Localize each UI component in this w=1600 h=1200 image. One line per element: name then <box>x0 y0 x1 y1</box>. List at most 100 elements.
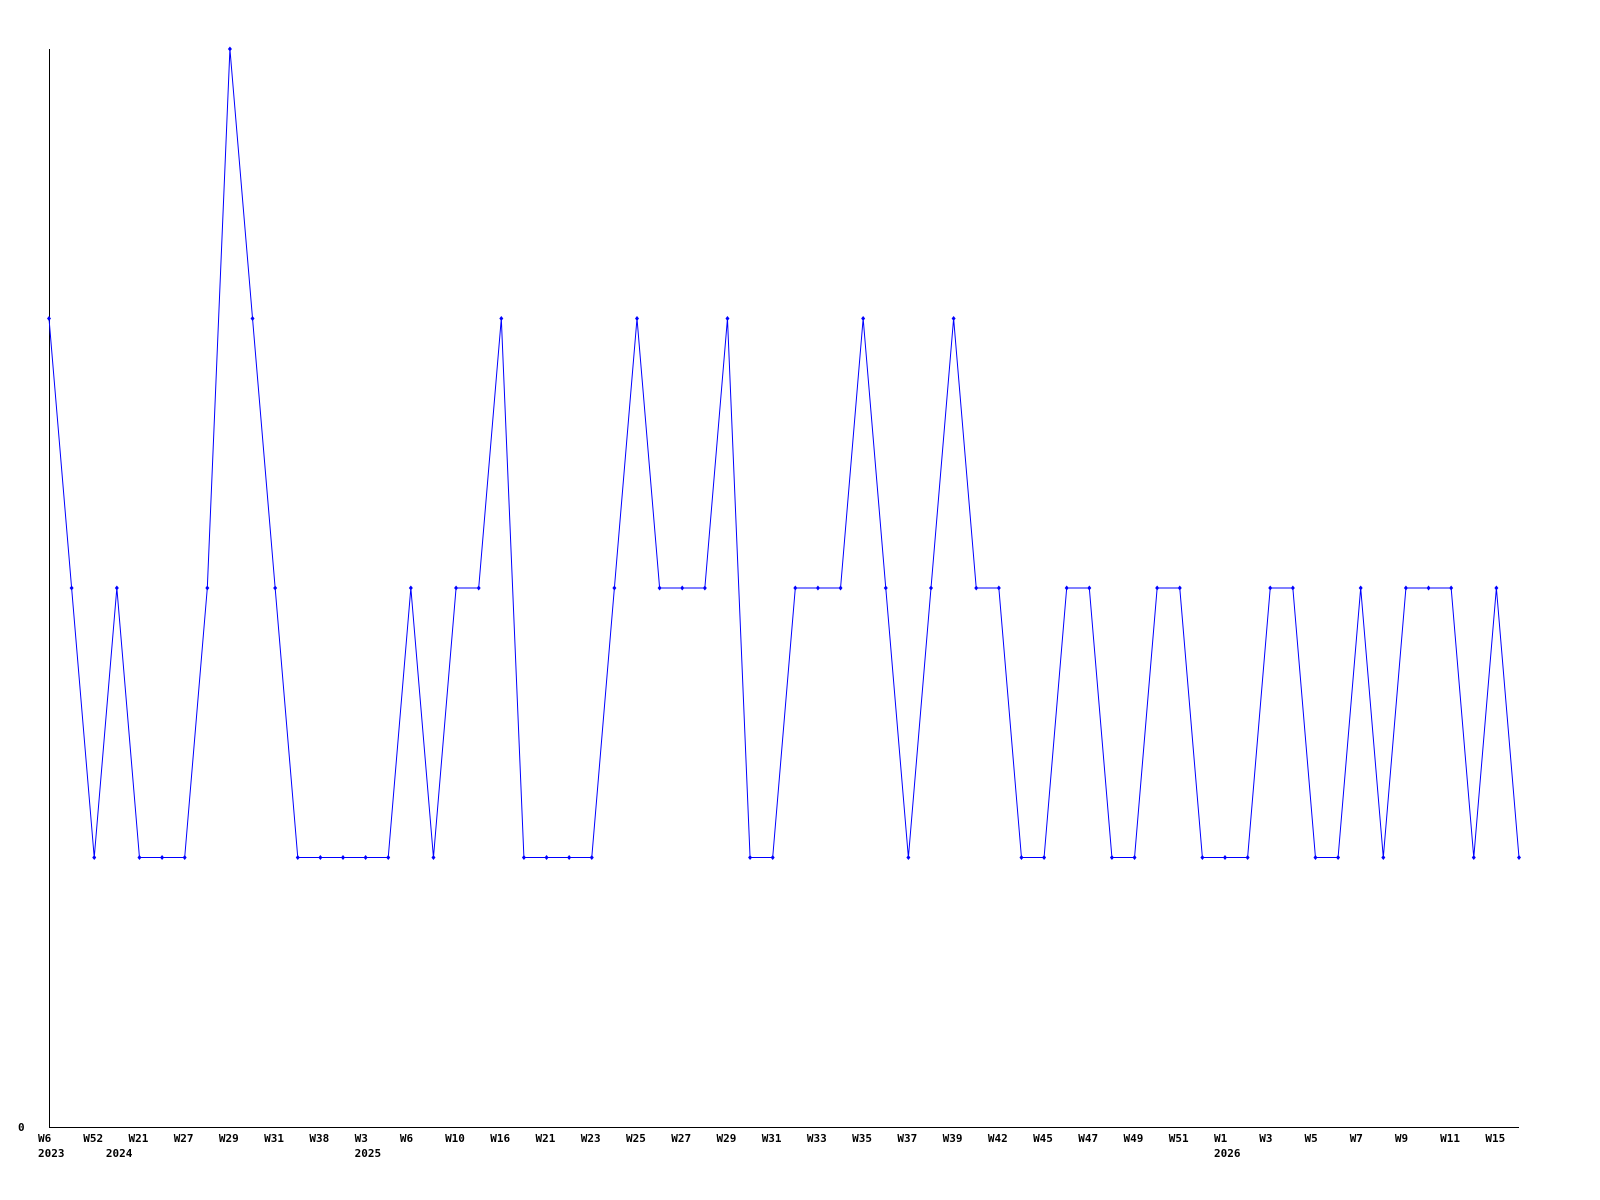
x-tick-label: W6 <box>38 1132 52 1145</box>
data-point <box>1064 585 1069 591</box>
data-point <box>1290 585 1295 591</box>
data-point <box>386 855 391 860</box>
data-point <box>770 855 775 860</box>
data-point <box>408 585 413 591</box>
x-tick-label: W11 <box>1440 1132 1460 1145</box>
data-point <box>1223 855 1227 860</box>
x-tick-label: W23 <box>581 1132 601 1145</box>
x-tick-label: W7 <box>1350 1132 1363 1145</box>
x-tick-label: W33 <box>807 1132 827 1145</box>
x-tick-label: W27 <box>174 1132 194 1145</box>
data-point <box>114 585 119 591</box>
x-tick-label: W1 <box>1214 1132 1228 1145</box>
data-point <box>1358 585 1363 591</box>
data-point <box>1019 855 1024 860</box>
data-point <box>1403 585 1408 591</box>
x-tick-label: W52 <box>83 1132 103 1145</box>
data-point <box>680 585 685 591</box>
year-label: 2024 <box>106 1147 133 1160</box>
x-tick-label: W3 <box>355 1132 368 1145</box>
data-point <box>341 855 345 860</box>
data-point <box>160 855 165 860</box>
data-point <box>567 855 572 860</box>
data-point <box>1381 855 1386 860</box>
data-point <box>1042 855 1047 860</box>
data-point <box>250 316 255 321</box>
data-point <box>861 316 866 321</box>
data-point <box>1426 585 1431 591</box>
data-point <box>906 855 911 860</box>
x-tick-label: W25 <box>626 1132 646 1145</box>
data-point <box>1268 585 1273 591</box>
series-line <box>48 48 1520 858</box>
data-point <box>1177 585 1182 591</box>
x-tick-label: W49 <box>1124 1132 1144 1145</box>
data-point <box>92 855 97 860</box>
data-point <box>1155 585 1160 591</box>
data-point <box>996 585 1001 591</box>
year-label: 2026 <box>1214 1147 1241 1160</box>
x-tick-label: W9 <box>1395 1132 1408 1145</box>
data-point <box>521 855 526 860</box>
x-tick-label: W10 <box>445 1132 465 1145</box>
data-point <box>612 585 617 591</box>
data-point <box>476 585 481 591</box>
x-tick-label: W42 <box>988 1132 1008 1145</box>
data-point <box>748 855 753 860</box>
year-label: 2023 <box>38 1147 65 1160</box>
data-point <box>1087 585 1092 591</box>
x-tick-label: W16 <box>490 1132 510 1145</box>
y-tick-label-0: 0 <box>18 1121 25 1134</box>
data-point <box>1245 855 1250 860</box>
data-point <box>974 585 979 591</box>
x-tick-label: W6 <box>400 1132 414 1145</box>
data-point <box>1132 855 1137 860</box>
x-tick-label: W29 <box>219 1132 239 1145</box>
data-point <box>227 46 232 52</box>
data-point <box>1449 585 1454 591</box>
data-point <box>137 855 142 860</box>
x-tick-label: W21 <box>536 1132 556 1145</box>
x-tick-label: W15 <box>1485 1132 1505 1145</box>
data-point <box>838 585 843 591</box>
data-point <box>589 855 594 860</box>
x-tick-label: W27 <box>671 1132 691 1145</box>
data-point <box>657 585 662 591</box>
data-point <box>295 855 300 860</box>
x-tick-label: W35 <box>852 1132 872 1145</box>
data-point <box>363 855 368 860</box>
data-point <box>1200 855 1205 860</box>
data-point <box>702 585 707 591</box>
x-tick-label: W37 <box>897 1132 917 1145</box>
x-tick-label: W38 <box>309 1132 329 1145</box>
x-tick-label: W47 <box>1078 1132 1098 1145</box>
x-tick-label: W5 <box>1304 1132 1317 1145</box>
data-point <box>1313 855 1318 860</box>
data-point <box>544 855 549 860</box>
x-tick-label: W3 <box>1259 1132 1272 1145</box>
data-point <box>929 585 933 591</box>
x-tick-label: W45 <box>1033 1132 1053 1145</box>
data-point <box>951 316 956 321</box>
data-point <box>182 855 187 860</box>
x-tick-label: W31 <box>762 1132 782 1145</box>
data-point <box>793 585 798 591</box>
data-point <box>635 316 639 321</box>
data-point <box>1336 855 1341 860</box>
data-point <box>1494 585 1499 591</box>
x-tick-label: W31 <box>264 1132 284 1145</box>
data-point <box>47 316 51 321</box>
data-point <box>318 855 323 860</box>
data-point <box>454 585 459 591</box>
x-tick-label: W39 <box>943 1132 963 1145</box>
data-point <box>499 316 504 321</box>
data-point <box>725 316 730 321</box>
data-point <box>883 585 888 591</box>
data-point <box>1109 855 1114 860</box>
data-point <box>431 855 436 860</box>
data-point <box>205 585 210 591</box>
year-label: 2025 <box>355 1147 382 1160</box>
x-tick-label: W21 <box>128 1132 148 1145</box>
data-point <box>815 585 820 591</box>
